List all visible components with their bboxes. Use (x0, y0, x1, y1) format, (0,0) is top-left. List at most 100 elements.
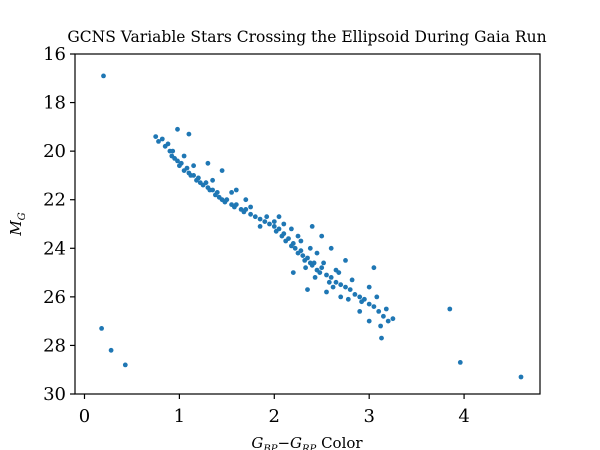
data-point (311, 260, 317, 266)
data-point (276, 226, 282, 232)
y-tick-label: 30 (43, 384, 66, 405)
y-tick-label: 20 (43, 141, 66, 162)
y-tick-label: 16 (43, 44, 66, 65)
data-point (281, 231, 287, 237)
data-point (191, 163, 197, 169)
plot-frame (74, 53, 541, 395)
data-point (305, 255, 310, 261)
y-axis: 16 18 20 22 24 26 28 30 (43, 44, 75, 405)
x-tick-label: 4 (458, 406, 469, 427)
data-point (305, 287, 310, 292)
data-point (276, 214, 282, 220)
x-tick-label: 3 (363, 406, 374, 427)
data-point (156, 139, 161, 144)
data-point (233, 202, 239, 208)
data-point (108, 347, 114, 353)
data-point (186, 131, 192, 137)
data-point (101, 73, 106, 79)
chart-title: GCNS Variable Stars Crossing the Ellipso… (67, 28, 546, 46)
data-point (324, 289, 329, 295)
data-point (257, 216, 263, 222)
data-point (219, 168, 225, 174)
data-point (181, 153, 187, 159)
data-point (264, 214, 270, 220)
data-point (290, 270, 296, 275)
y-tick-label: 26 (43, 287, 66, 308)
x-axis-label: GBP−GRP Color (251, 434, 363, 450)
data-point (352, 292, 358, 297)
data-point (214, 190, 220, 195)
data-point (376, 309, 382, 314)
x-axis: 0 1 2 3 4 (79, 394, 470, 427)
data-point (374, 294, 380, 300)
data-point (317, 270, 323, 275)
data-point (359, 299, 364, 305)
x-tick-label: 1 (174, 406, 185, 427)
data-point (379, 335, 384, 341)
data-point (319, 233, 325, 239)
data-point (383, 306, 389, 312)
y-tick-label: 22 (43, 190, 66, 211)
data-point (366, 318, 372, 324)
data-point (338, 294, 344, 300)
data-point (314, 250, 320, 256)
data-point (447, 306, 453, 312)
data-point (343, 284, 348, 290)
data-point (248, 211, 254, 217)
data-point (191, 173, 197, 178)
data-point (298, 248, 304, 254)
data-point (326, 279, 332, 285)
data-point (224, 197, 230, 203)
data-point (271, 224, 277, 229)
data-point (243, 197, 249, 203)
data-point (243, 207, 249, 212)
data-point (328, 275, 334, 280)
data-point (175, 126, 180, 132)
y-tick-label: 24 (43, 238, 66, 259)
data-point (290, 241, 296, 246)
data-point (178, 160, 184, 166)
data-point (347, 287, 353, 292)
data-points (99, 73, 524, 380)
data-point (371, 265, 377, 271)
data-point (298, 238, 304, 244)
data-point (518, 374, 524, 380)
data-point (324, 272, 329, 278)
data-point (233, 187, 239, 193)
data-point (271, 219, 277, 225)
data-point (385, 318, 391, 324)
data-point (357, 309, 363, 314)
data-point (321, 260, 326, 266)
data-point (343, 258, 348, 263)
data-point (257, 224, 263, 229)
data-point (170, 148, 176, 154)
data-point (319, 265, 325, 271)
data-point (309, 224, 315, 229)
x-tick-label: 2 (269, 406, 280, 427)
data-point (99, 326, 104, 331)
x-tick-label: 0 (79, 406, 90, 427)
data-point (165, 141, 171, 147)
y-axis-label: MG (7, 212, 28, 236)
data-point (196, 175, 201, 181)
data-point (184, 165, 190, 171)
data-point (300, 253, 306, 258)
data-point (336, 270, 342, 275)
data-point (281, 221, 287, 227)
data-point (349, 277, 355, 283)
data-point (267, 221, 272, 227)
data-point (330, 284, 336, 290)
data-point (338, 282, 344, 288)
data-point (122, 362, 128, 368)
data-point (295, 233, 301, 239)
data-point (252, 214, 258, 220)
data-point (381, 313, 386, 319)
data-point (159, 136, 165, 142)
data-point (229, 190, 235, 195)
data-point (307, 245, 313, 251)
data-point (390, 316, 396, 322)
data-point (210, 177, 216, 183)
data-point (312, 275, 318, 280)
data-point (378, 323, 383, 329)
